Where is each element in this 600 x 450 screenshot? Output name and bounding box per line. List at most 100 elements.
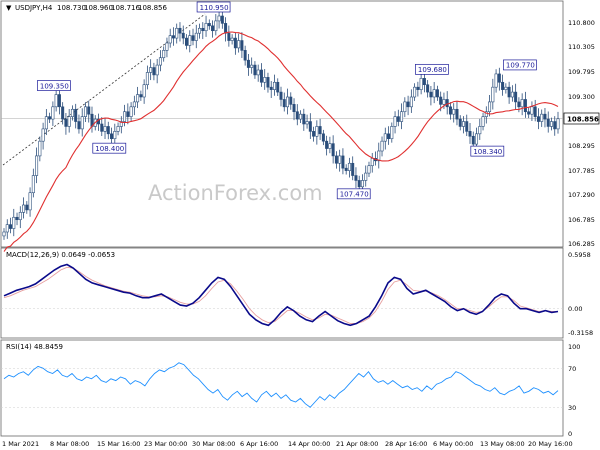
price-annotation-box [470, 145, 505, 157]
candle-body [289, 96, 293, 105]
x-axis: 1 Mar 2021 8 Mar 08:00 15 Mar 16:00 23 M… [2, 440, 573, 448]
candle-body [106, 126, 110, 135]
macd-panel-frame [0, 247, 564, 339]
candle-body [18, 212, 22, 221]
candle-body [51, 106, 55, 120]
candle-body [347, 162, 351, 171]
candle-body [321, 133, 325, 142]
candle-body [74, 108, 78, 122]
candle-body [338, 155, 342, 164]
price-annotation-box [37, 80, 71, 91]
x-tick-label: 28 Apr 16:00 [385, 440, 427, 448]
y-tick-label: 110.800 [568, 19, 595, 27]
price-annotation-box [336, 188, 371, 200]
macd-y-tick: 0.00 [568, 305, 582, 313]
candle-body [5, 224, 9, 233]
candle-body [396, 116, 400, 122]
candle-body [97, 118, 101, 125]
rsi-label: RSI(14) 48.8459 [6, 343, 63, 351]
candle-body [422, 78, 426, 86]
candle-body [432, 89, 436, 98]
candle-body [383, 133, 387, 142]
ohlc-open: 108.730 [57, 4, 86, 12]
candle-body [403, 101, 407, 113]
candle-body [295, 111, 299, 120]
candle-body [253, 64, 257, 76]
y-tick-label: 106.785 [568, 216, 595, 224]
rsi-y-tick: 100 [568, 343, 580, 351]
main-panel-frame [0, 0, 564, 248]
candle-body [276, 81, 280, 93]
macd-y-tick: 0.5958 [568, 251, 591, 259]
candle-body [413, 86, 417, 98]
rsi-line [3, 362, 559, 408]
candle-body [15, 216, 19, 221]
price-annotation-box [503, 59, 537, 71]
candle-body [61, 106, 65, 120]
candle-body [243, 50, 247, 61]
candle-body [360, 180, 364, 188]
candle-body [100, 123, 104, 132]
candle-body [334, 155, 338, 164]
candle-body [250, 64, 254, 68]
candle-body [536, 116, 540, 122]
candle-body [328, 143, 332, 149]
candle-body [201, 27, 205, 32]
candle-body [556, 118, 560, 130]
candle-body [553, 121, 557, 130]
candle-body [305, 121, 309, 125]
chart-title: USDJPY,H4 [15, 4, 53, 12]
candle-body [269, 86, 273, 90]
price-annotation-box [92, 142, 127, 154]
x-tick-label: 1 Mar 2021 [2, 440, 39, 448]
candle-body [292, 104, 296, 113]
candle-body [308, 121, 312, 132]
candle-body [259, 69, 263, 83]
candle-body [12, 216, 16, 229]
candle-body [175, 27, 179, 39]
y-tick-label: 107.290 [568, 191, 595, 199]
candle-body [377, 150, 381, 162]
candle-body [341, 155, 345, 169]
current-price-box [563, 112, 600, 125]
candle-body [488, 101, 492, 113]
candle-body [494, 73, 498, 88]
candle-body [184, 37, 188, 46]
watermark: ActionForex.com [148, 181, 323, 205]
candle-body [67, 116, 71, 127]
candle-body [481, 116, 485, 127]
macd-signal-line [3, 266, 558, 324]
candle-body [129, 106, 133, 117]
candle-body [188, 35, 192, 46]
x-tick-label: 21 Apr 08:00 [336, 440, 378, 448]
candle-body [22, 204, 26, 213]
rsi-panel-frame [0, 339, 564, 437]
candle-body [139, 94, 143, 98]
candle-body [461, 121, 465, 127]
current-price-label: 108.856 [567, 116, 599, 124]
candle-body [504, 86, 508, 90]
candle-body [224, 23, 228, 34]
price-annotation-box [196, 1, 231, 13]
candle-body [354, 175, 358, 181]
candle-body [458, 118, 462, 127]
candle-body [491, 86, 495, 103]
candle-body [25, 204, 29, 211]
candle-body [87, 106, 91, 115]
candle-body [497, 73, 501, 83]
price-annotation-box [415, 63, 449, 75]
candle-body [465, 121, 469, 132]
candle-body [240, 40, 244, 51]
x-tick-label: 23 Mar 00:00 [144, 440, 187, 448]
candle-body [263, 77, 267, 83]
candle-body [543, 113, 547, 120]
candle-body [123, 111, 127, 122]
candle-body [217, 15, 221, 22]
candle-body [315, 126, 319, 137]
candle-body [136, 94, 140, 103]
candle-body [158, 57, 162, 66]
candle-body [168, 35, 172, 44]
candle-body [393, 116, 397, 127]
candle-body [364, 172, 368, 181]
